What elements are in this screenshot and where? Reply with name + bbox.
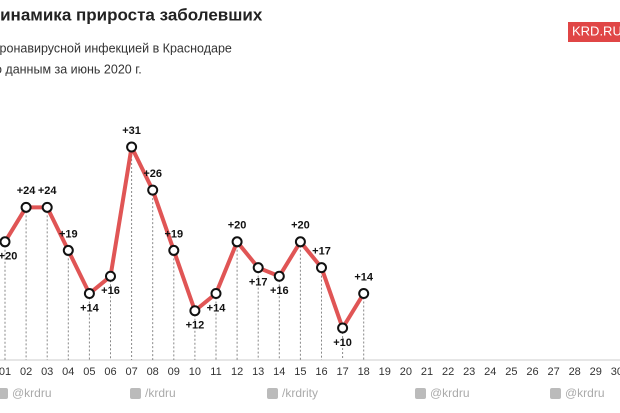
x-tick-label: 22 bbox=[442, 366, 454, 378]
watermark: @krdru bbox=[430, 386, 470, 400]
watermark-icon bbox=[550, 388, 561, 399]
x-tick-label: 24 bbox=[484, 366, 496, 378]
x-tick-label: 21 bbox=[421, 366, 433, 378]
watermark-icon bbox=[415, 388, 426, 399]
x-tick-label: 05 bbox=[83, 366, 95, 378]
data-label: +20 bbox=[0, 251, 17, 263]
data-label: +26 bbox=[143, 168, 162, 180]
data-label: +12 bbox=[186, 320, 205, 332]
x-tick-label: 29 bbox=[590, 366, 602, 378]
data-label: +10 bbox=[333, 337, 352, 349]
watermark-icon bbox=[130, 388, 141, 399]
data-label: +24 bbox=[17, 185, 37, 197]
data-label: +16 bbox=[270, 285, 289, 297]
point bbox=[62, 244, 74, 256]
x-tick-label: 23 bbox=[463, 366, 475, 378]
x-tick-label: 18 bbox=[358, 366, 370, 378]
point bbox=[231, 236, 243, 248]
point bbox=[210, 288, 222, 300]
data-label: +24 bbox=[38, 185, 58, 197]
point bbox=[41, 201, 53, 213]
x-tick-label: 07 bbox=[125, 366, 137, 378]
point bbox=[147, 184, 159, 196]
data-label: +14 bbox=[80, 302, 100, 314]
point bbox=[316, 262, 327, 274]
line bbox=[3, 145, 366, 330]
x-tick-label: 15 bbox=[294, 366, 306, 378]
x-tick-label: 26 bbox=[526, 366, 538, 378]
point bbox=[337, 322, 349, 334]
x-tick-label: 06 bbox=[104, 366, 116, 378]
chart-note: По данным за июнь 2020 г. bbox=[0, 62, 142, 76]
point bbox=[105, 270, 116, 282]
x-tick-label: 12 bbox=[231, 366, 243, 378]
logo-box bbox=[568, 22, 620, 42]
x-tick-label: 01 bbox=[0, 366, 11, 378]
data-label: +19 bbox=[164, 228, 183, 240]
point bbox=[252, 262, 264, 274]
data-label: +16 bbox=[101, 285, 120, 297]
data-label: +17 bbox=[312, 246, 331, 258]
x-tick-label: 09 bbox=[168, 366, 180, 378]
watermark-icon bbox=[0, 388, 8, 399]
watermark-icon bbox=[267, 388, 278, 399]
x-tick-label: 10 bbox=[189, 366, 201, 378]
x-tick-label: 25 bbox=[505, 366, 517, 378]
point bbox=[294, 236, 306, 248]
x-tick-label: 27 bbox=[547, 366, 559, 378]
data-label: +20 bbox=[291, 220, 310, 232]
x-tick-label: 16 bbox=[315, 366, 327, 378]
point bbox=[168, 244, 180, 256]
x-tick-label: 14 bbox=[273, 366, 285, 378]
point bbox=[83, 288, 95, 300]
chart-title: Динамика прироста заболевших bbox=[0, 5, 263, 24]
data-label: +17 bbox=[249, 277, 268, 289]
data-label: +14 bbox=[354, 271, 374, 283]
x-tick-label: 03 bbox=[41, 366, 53, 378]
data-label: +19 bbox=[59, 228, 78, 240]
x-tick-label: 02 bbox=[20, 366, 32, 378]
x-tick-label: 28 bbox=[569, 366, 581, 378]
point bbox=[0, 236, 11, 248]
point bbox=[273, 270, 285, 282]
x-tick-label: 13 bbox=[252, 366, 264, 378]
point bbox=[126, 141, 138, 153]
x-tick-label: 08 bbox=[147, 366, 159, 378]
x-tick-label: 11 bbox=[210, 366, 221, 378]
point bbox=[189, 305, 201, 317]
data-label: +31 bbox=[122, 125, 141, 137]
watermark: @krdru bbox=[565, 386, 605, 400]
chart-subtitle: коронавирусной инфекцией в Краснодаре bbox=[0, 41, 232, 55]
x-tick-label: 17 bbox=[336, 366, 348, 378]
x-tick-label: 04 bbox=[62, 366, 74, 378]
point bbox=[20, 201, 32, 213]
data-label: +20 bbox=[228, 220, 247, 232]
x-tick-label: 20 bbox=[400, 366, 412, 378]
x-tick-label: 30 bbox=[611, 366, 620, 378]
x-tick-label: 19 bbox=[379, 366, 391, 378]
watermark: /krdrity bbox=[282, 386, 318, 400]
logo: KRD.RU bbox=[572, 23, 620, 38]
watermark: /krdru bbox=[145, 386, 176, 400]
data-label: +14 bbox=[207, 302, 227, 314]
point bbox=[358, 288, 370, 300]
watermark: @krdru bbox=[12, 386, 52, 400]
